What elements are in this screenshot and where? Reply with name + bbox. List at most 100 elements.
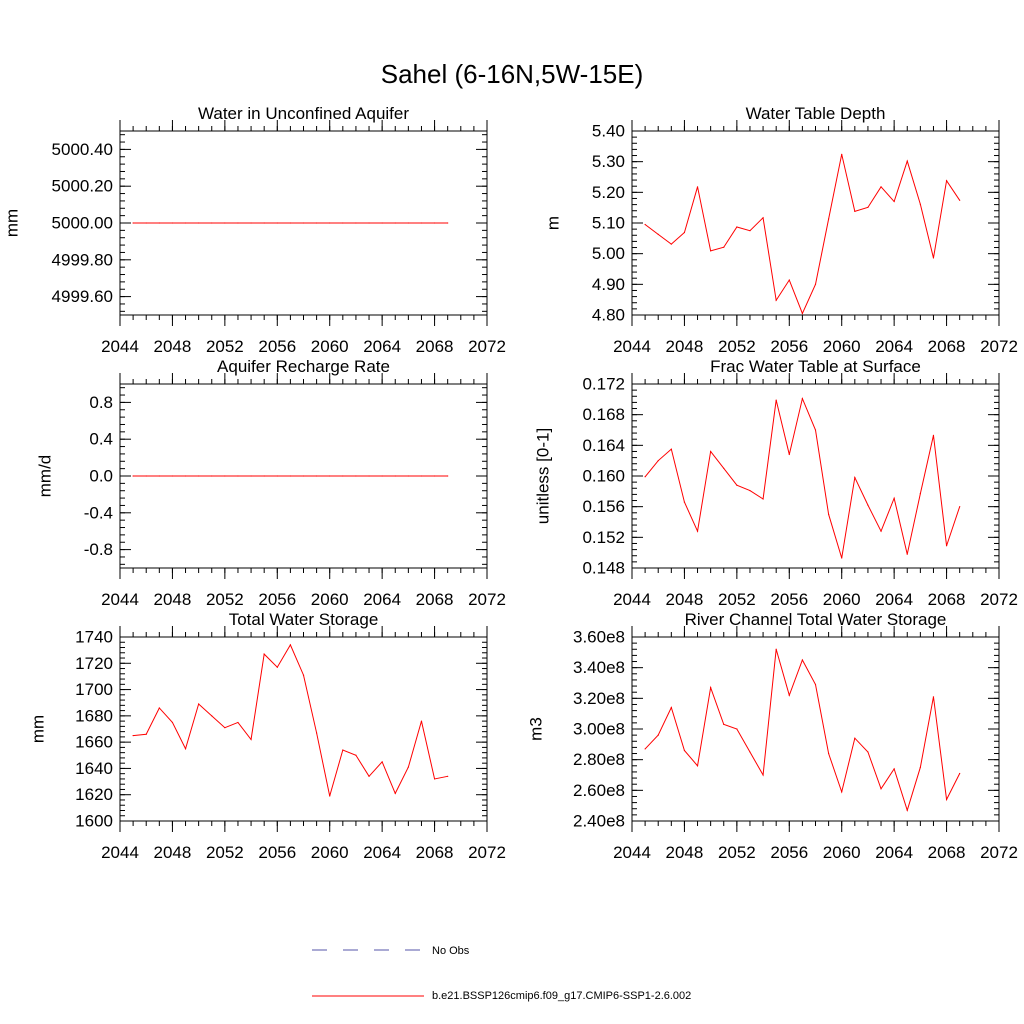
- data-point: [710, 450, 712, 453]
- plot-frame: [631, 636, 1000, 822]
- data-point: [814, 683, 817, 686]
- data-point: [263, 475, 265, 477]
- data-point: [355, 222, 357, 224]
- x-tick-label: 2048: [154, 590, 192, 609]
- data-point: [854, 476, 856, 479]
- data-point: [329, 222, 331, 224]
- x-tick-label: 2072: [980, 337, 1018, 356]
- data-point: [198, 475, 200, 477]
- data-point: [696, 186, 699, 188]
- data-point: [710, 687, 712, 689]
- figure-title: Sahel (6-16N,5W-15E): [381, 59, 644, 89]
- data-point: [959, 772, 961, 775]
- data-point: [736, 728, 738, 730]
- data-point: [316, 475, 318, 477]
- y-tick-label: 1640: [75, 759, 113, 778]
- panel-title: Total Water Storage: [229, 610, 379, 629]
- x-tick-label: 2044: [613, 590, 651, 609]
- data-point: [841, 153, 843, 155]
- data-point: [945, 180, 948, 182]
- x-tick-label: 2072: [468, 843, 506, 862]
- series-line: [644, 154, 961, 315]
- x-tick-label: 2064: [875, 590, 913, 609]
- x-tick-label: 2044: [101, 843, 139, 862]
- data-point: [407, 475, 409, 477]
- data-point: [749, 230, 751, 232]
- data-point: [302, 222, 305, 224]
- data-point: [683, 501, 686, 503]
- x-tick-label: 2064: [875, 337, 913, 356]
- x-tick-label: 2048: [666, 843, 704, 862]
- data-point: [171, 721, 174, 724]
- data-point: [316, 732, 318, 734]
- data-point: [736, 226, 738, 228]
- data-point: [736, 484, 738, 486]
- data-point: [158, 475, 160, 477]
- x-tick-label: 2060: [311, 843, 349, 862]
- x-tick-label: 2052: [206, 590, 244, 609]
- data-point: [302, 674, 305, 676]
- data-point: [854, 210, 856, 212]
- x-tick-label: 2068: [928, 590, 966, 609]
- data-point: [867, 504, 869, 506]
- data-point: [420, 222, 423, 224]
- data-point: [775, 399, 777, 401]
- data-point: [355, 754, 357, 756]
- y-tick-label: 0.148: [582, 559, 625, 578]
- x-tick-label: 2072: [468, 337, 506, 356]
- x-tick-label: 2060: [311, 590, 349, 609]
- panel-6: River Channel Total Water Storage m3 2044 2…: [527, 610, 1018, 862]
- data-point: [224, 475, 226, 477]
- y-tick-label: 5.30: [592, 152, 625, 171]
- panel-3: Aquifer Recharge Rate mm/d 2044 2048 2052 205…: [36, 357, 506, 609]
- data-point: [959, 199, 961, 201]
- y-tick-label: 2.80e8: [573, 750, 625, 769]
- data-point: [670, 448, 672, 450]
- x-tick-label: 2068: [928, 843, 966, 862]
- data-point: [919, 766, 921, 768]
- data-point: [644, 476, 646, 478]
- y-tick-label: 1720: [75, 654, 113, 673]
- series-line: [644, 396, 961, 559]
- data-point: [906, 553, 908, 555]
- plot-frame: [631, 383, 1000, 569]
- data-point: [880, 186, 882, 188]
- x-tick-label: 2048: [154, 337, 192, 356]
- y-axis-label: mm: [3, 209, 22, 237]
- data-point: [828, 513, 830, 515]
- y-tick-label: 1740: [75, 628, 113, 647]
- y-axis-label: unitless [0-1]: [534, 428, 553, 524]
- data-point: [132, 222, 134, 224]
- panel-1: Water in Unconfined Aquifer mm 2044 2048 205…: [3, 104, 506, 356]
- data-point: [381, 761, 383, 763]
- data-point: [224, 222, 226, 224]
- data-point: [342, 222, 344, 224]
- panel-title: Frac Water Table at Surface: [710, 357, 921, 376]
- y-tick-label: 0.8: [89, 393, 113, 412]
- data-point: [710, 250, 712, 252]
- data-point: [657, 233, 659, 235]
- data-point: [145, 222, 147, 224]
- data-point: [211, 715, 213, 717]
- y-tick-label: 4.80: [592, 306, 625, 325]
- x-tick-label: 2060: [823, 337, 861, 356]
- x-tick-label: 2052: [206, 337, 244, 356]
- panel-title: Water in Unconfined Aquifer: [198, 104, 409, 123]
- y-tick-label: 5.20: [592, 183, 625, 202]
- data-point: [250, 738, 252, 741]
- y-tick-label: 3.20e8: [573, 689, 625, 708]
- data-point: [893, 497, 895, 499]
- data-point: [906, 809, 908, 811]
- panel-4: Frac Water Table at Surface unitless [0-1…: [534, 357, 1018, 609]
- x-tick-label: 2048: [154, 843, 192, 862]
- y-tick-label: 4999.60: [52, 287, 113, 306]
- y-axis-label: m: [544, 216, 563, 230]
- data-point: [788, 694, 790, 696]
- legend: No Obs b.e21.BSSP126cmip6.f09_g17.CMIP6-…: [312, 945, 691, 1002]
- data-point: [854, 737, 856, 739]
- data-point: [801, 397, 803, 400]
- data-point: [145, 733, 147, 735]
- data-point: [696, 530, 699, 532]
- x-tick-label: 2064: [875, 843, 913, 862]
